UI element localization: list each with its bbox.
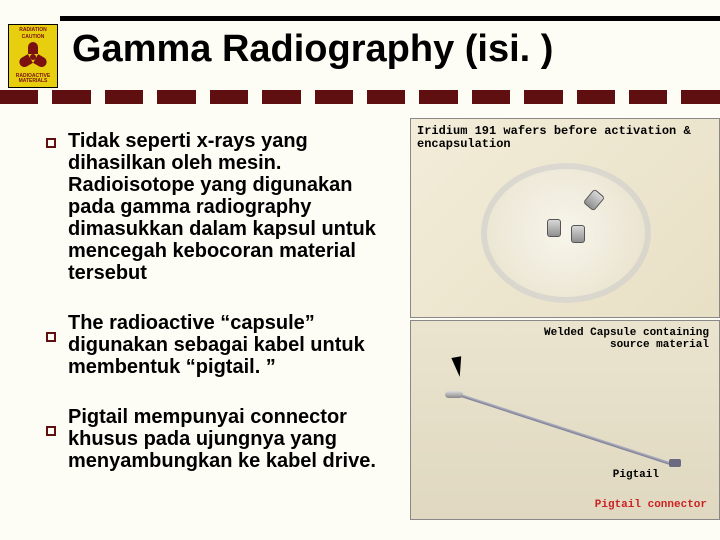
petri-dish-icon — [481, 163, 651, 303]
figure-column: Iridium 191 wafers before activation & e… — [410, 118, 720, 520]
wafer-icon — [571, 225, 585, 243]
dash-divider — [0, 90, 720, 104]
bullet-icon — [46, 332, 56, 342]
bullet-icon — [46, 138, 56, 148]
arrow-icon — [451, 356, 464, 377]
pigtail-connector-label: Pigtail connector — [595, 499, 707, 511]
wafer-icon — [547, 219, 561, 237]
figure-iridium-wafers: Iridium 191 wafers before activation & e… — [410, 118, 720, 318]
connector-icon — [669, 459, 681, 467]
figure2-caption-line1: Welded Capsule containing — [544, 327, 709, 339]
pigtail-cable-icon — [461, 394, 671, 465]
slide-title: Gamma Radiography (isi. ) — [72, 28, 553, 71]
warning-top-text: RADIATION — [19, 28, 46, 33]
trefoil-icon — [18, 42, 48, 72]
figure-pigtail: Welded Capsule containing source materia… — [410, 320, 720, 520]
paragraph-1: Tidak seperti x-rays yang dihasilkan ole… — [68, 130, 388, 284]
paragraph-2: The radioactive “capsule” digunakan seba… — [68, 312, 388, 378]
warning-bottom-text: RADIOACTIVE MATERIALS — [11, 74, 55, 84]
figure1-caption: Iridium 191 wafers before activation & e… — [417, 125, 713, 151]
top-rule — [60, 16, 720, 21]
paragraph-3: Pigtail mempunyai connector khusus pada … — [68, 406, 388, 472]
pigtail-label: Pigtail — [613, 469, 659, 481]
body-text: Tidak seperti x-rays yang dihasilkan ole… — [68, 130, 388, 500]
bullet-icon — [46, 426, 56, 436]
figure2-caption: Welded Capsule containing source materia… — [544, 327, 709, 351]
figure2-caption-line2: source material — [610, 339, 709, 351]
warning-caution-text: CAUTION — [22, 35, 45, 40]
radiation-warning-badge: RADIATION CAUTION RADIOACTIVE MATERIALS — [8, 24, 58, 88]
